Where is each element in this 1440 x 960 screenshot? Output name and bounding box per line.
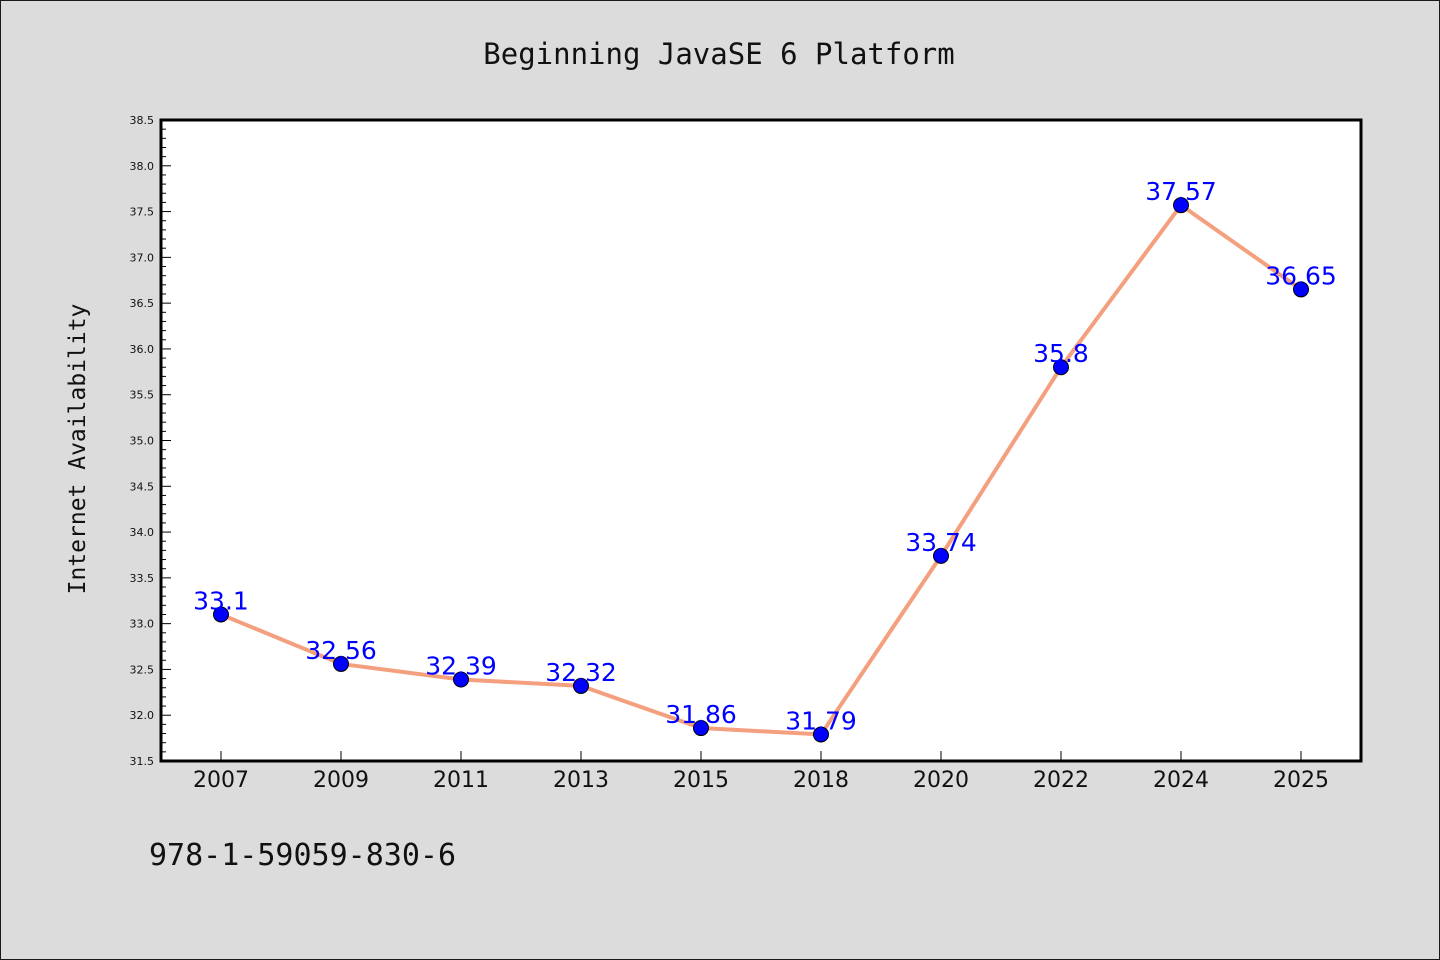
y-tick-label: 38.5 xyxy=(130,114,155,127)
data-point xyxy=(1053,359,1069,376)
data-label: 37.57 xyxy=(1145,177,1217,206)
data-label: 32.56 xyxy=(305,636,377,665)
data-label-layer: 33.1 32.56 32.39 32.32 31.86 31.79 33.74 35.8 37… xyxy=(193,177,1337,735)
data-label: 36.65 xyxy=(1265,261,1337,290)
y-tick-label: 35.0 xyxy=(130,435,155,448)
data-point xyxy=(213,606,229,623)
chart-annotation: 978-1-59059-830-6 xyxy=(149,838,456,873)
data-point xyxy=(693,720,709,737)
data-point xyxy=(813,726,829,743)
plot-border xyxy=(159,118,1363,763)
data-label: 33.74 xyxy=(905,528,977,557)
data-point xyxy=(933,547,949,564)
x-tick-label: 2025 xyxy=(1273,768,1329,793)
x-tick-label: 2024 xyxy=(1153,768,1209,793)
y-axis-ticks: 31.5 32.0 32.5 33.0 33.5 34.0 34.5 35.0 35.5 36.0… xyxy=(130,114,171,768)
data-label: 31.79 xyxy=(785,706,857,735)
x-tick-label: 2020 xyxy=(913,768,969,793)
y-tick-label: 36.0 xyxy=(130,343,155,356)
series-layer xyxy=(219,203,1303,737)
y-tick-label: 37.0 xyxy=(130,251,155,264)
x-tick-label: 2011 xyxy=(433,768,489,793)
data-point xyxy=(1173,197,1189,214)
y-tick-label: 34.0 xyxy=(130,526,155,539)
y-tick-label: 32.0 xyxy=(130,709,155,722)
x-tick-label: 2018 xyxy=(793,768,849,793)
x-tick-label: 2015 xyxy=(673,768,729,793)
chart-title: Beginning JavaSE 6 Platform xyxy=(483,37,954,71)
plot-area xyxy=(161,120,1361,761)
x-tick-label: 2009 xyxy=(313,768,369,793)
data-label: 31.86 xyxy=(665,700,737,729)
y-tick-label: 33.0 xyxy=(130,618,155,631)
series-line xyxy=(219,203,1303,737)
x-tick-label: 2022 xyxy=(1033,768,1089,793)
x-axis-ticks: 2007 2009 2011 2013 2015 2018 2020 2022 2024 2025 xyxy=(193,751,1329,793)
x-tick-label: 2013 xyxy=(553,768,609,793)
data-label: 35.8 xyxy=(1033,339,1089,368)
data-label: 32.39 xyxy=(425,652,497,681)
marker-layer xyxy=(213,197,1309,743)
y-tick-label: 31.5 xyxy=(130,755,155,768)
y-tick-label: 32.5 xyxy=(130,663,155,676)
y-tick-label: 34.5 xyxy=(130,480,155,493)
y-axis-label: Internet Availability xyxy=(65,304,91,595)
data-point xyxy=(333,655,349,672)
y-tick-label: 37.5 xyxy=(130,206,155,219)
y-tick-label: 33.5 xyxy=(130,572,155,585)
data-point xyxy=(573,677,589,694)
data-point xyxy=(453,671,469,688)
data-point xyxy=(1293,281,1309,298)
data-label: 33.1 xyxy=(193,586,249,615)
y-tick-label: 36.5 xyxy=(130,297,155,310)
y-tick-label: 38.0 xyxy=(130,160,155,173)
x-tick-label: 2007 xyxy=(193,768,249,793)
data-label: 32.32 xyxy=(545,658,617,687)
y-tick-label: 35.5 xyxy=(130,389,155,402)
